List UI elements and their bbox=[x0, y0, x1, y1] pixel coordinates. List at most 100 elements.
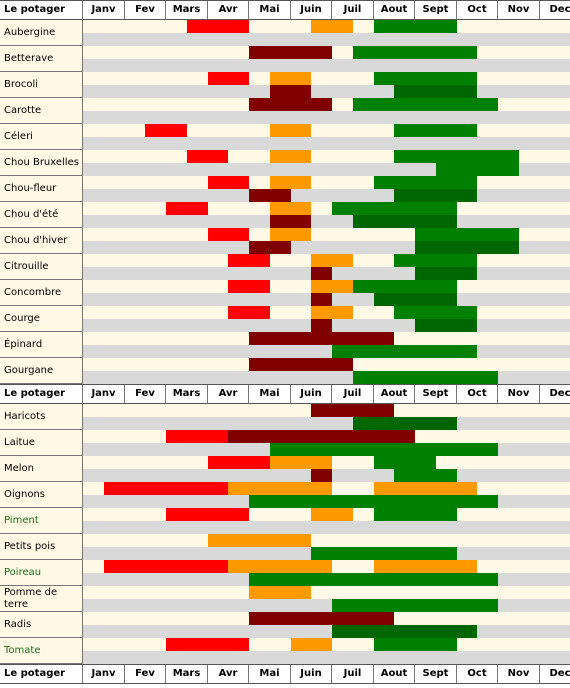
crop-label-haricots: Haricots bbox=[0, 404, 83, 430]
crop-label-poireau: Poireau bbox=[0, 560, 83, 586]
crop-label-tomate: Tomate bbox=[0, 638, 83, 664]
bar-chou-fleur-bottom-0 bbox=[249, 189, 291, 202]
bar-brocoli-bottom-0 bbox=[270, 85, 311, 98]
bar-chou-d-t--top-2 bbox=[332, 202, 457, 215]
crop-label-radis: Radis bbox=[0, 612, 83, 638]
bar-courge-top-0 bbox=[228, 306, 270, 319]
bar-melon-bottom-1 bbox=[394, 469, 457, 482]
bar-pomme-de-terre-bottom-0 bbox=[332, 599, 498, 612]
strip-bottom-chou-fleur bbox=[83, 189, 570, 202]
bar-concombre-bottom-0 bbox=[311, 293, 332, 306]
crop-label-petits-pois: Petits pois bbox=[0, 534, 83, 560]
crop-label-citrouille: Citrouille bbox=[0, 254, 83, 280]
crop-label-chou-d-hiver: Chou d'hiver bbox=[0, 228, 83, 254]
bar-aubergine-top-2 bbox=[374, 20, 457, 33]
header-title: Le potager bbox=[0, 385, 83, 403]
crop-label-chou-d-t-: Chou d'été bbox=[0, 202, 83, 228]
bar-laitue-top-0 bbox=[166, 430, 228, 443]
strip-bottom-c-leri bbox=[83, 137, 570, 150]
crop-label-chou-bruxelles: Chou Bruxelles bbox=[0, 150, 83, 176]
strip-bottom-chou-d-t- bbox=[83, 215, 570, 228]
strip-top-chou-fleur bbox=[83, 176, 570, 189]
crop-label-laitue: Laitue bbox=[0, 430, 83, 456]
month-label-dec: Dec bbox=[540, 1, 570, 19]
bar-citrouille-top-1 bbox=[311, 254, 353, 267]
month-label-aout: Aout bbox=[374, 665, 415, 683]
strip-bottom-haricots bbox=[83, 417, 570, 430]
month-label-nov: Nov bbox=[498, 1, 540, 19]
strip-bottom--pinard bbox=[83, 345, 570, 358]
strip-bottom-radis bbox=[83, 625, 570, 638]
bar--pinard-bottom-0 bbox=[332, 345, 477, 358]
strip-bottom-tomate bbox=[83, 651, 570, 664]
bar-chou-d-hiver-top-0 bbox=[208, 228, 249, 241]
bar-carotte-top-0 bbox=[249, 98, 332, 111]
month-label-juin: Juin bbox=[291, 665, 332, 683]
bar-tomate-top-1 bbox=[291, 638, 332, 651]
month-header-row-0: Le potager Janv Fev Mars Avr Mai Juin Juil Aout S… bbox=[0, 0, 570, 20]
crop-label-pomme-de-terre: Pomme de terre bbox=[0, 586, 83, 612]
bar-tomate-top-2 bbox=[374, 638, 457, 651]
bar-brocoli-bottom-1 bbox=[394, 85, 477, 98]
bar-poireau-top-2 bbox=[374, 560, 477, 573]
month-label-fev: Fev bbox=[125, 665, 166, 683]
bar-piment-top-2 bbox=[374, 508, 457, 521]
crop-label-piment: Piment bbox=[0, 508, 83, 534]
bar-chou-fleur-top-1 bbox=[270, 176, 311, 189]
bar-oignons-bottom-0 bbox=[249, 495, 498, 508]
month-label-juil: Juil bbox=[332, 665, 374, 683]
bar-radis-top-0 bbox=[249, 612, 394, 625]
bar-citrouille-top-2 bbox=[394, 254, 477, 267]
bar-chou-d-hiver-bottom-1 bbox=[415, 241, 519, 254]
bar-radis-bottom-0 bbox=[332, 625, 477, 638]
bar-chou-fleur-top-2 bbox=[374, 176, 477, 189]
bar-melon-top-2 bbox=[374, 456, 436, 469]
bar-chou-bruxelles-top-0 bbox=[187, 150, 228, 163]
crop-label-melon: Melon bbox=[0, 456, 83, 482]
strip-bottom-betterave bbox=[83, 59, 570, 72]
month-label-aout: Aout bbox=[374, 1, 415, 19]
bar-c-leri-top-0 bbox=[145, 124, 187, 137]
bar-courge-bottom-0 bbox=[311, 319, 332, 332]
bar-haricots-bottom-0 bbox=[353, 417, 457, 430]
bar-concombre-bottom-1 bbox=[374, 293, 457, 306]
bar-tomate-top-0 bbox=[166, 638, 249, 651]
bar-chou-fleur-bottom-1 bbox=[394, 189, 477, 202]
bar--pinard-top-0 bbox=[249, 332, 394, 345]
bar-chou-bruxelles-top-1 bbox=[270, 150, 311, 163]
bar-c-leri-top-2 bbox=[394, 124, 477, 137]
bar-courge-top-2 bbox=[394, 306, 477, 319]
month-label-mai: Mai bbox=[249, 1, 291, 19]
month-label-mars: Mars bbox=[166, 665, 208, 683]
bar-concombre-top-0 bbox=[228, 280, 270, 293]
bar-chou-d-hiver-top-2 bbox=[415, 228, 519, 241]
crop-label-carotte: Carotte bbox=[0, 98, 83, 124]
month-label-juil: Juil bbox=[332, 1, 374, 19]
bar-oignons-top-1 bbox=[228, 482, 332, 495]
month-label-mai: Mai bbox=[249, 665, 291, 683]
bar-chou-d-t--top-0 bbox=[166, 202, 208, 215]
bar-chou-d-hiver-top-1 bbox=[270, 228, 311, 241]
crop-label-concombre: Concombre bbox=[0, 280, 83, 306]
strip-top-brocoli bbox=[83, 72, 570, 85]
strip-top-petits-pois bbox=[83, 534, 570, 547]
month-label-oct: Oct bbox=[457, 1, 498, 19]
crop-label-c-leri: Céleri bbox=[0, 124, 83, 150]
month-label-oct: Oct bbox=[457, 385, 498, 403]
bar-courge-bottom-1 bbox=[415, 319, 477, 332]
crop-label--pinard: Épinard bbox=[0, 332, 83, 358]
month-label-janv: Janv bbox=[83, 385, 125, 403]
bar-chou-d-t--bottom-1 bbox=[353, 215, 457, 228]
bar-c-leri-top-1 bbox=[270, 124, 311, 137]
bar-concombre-top-1 bbox=[311, 280, 353, 293]
month-label-avr: Avr bbox=[208, 385, 249, 403]
bar-poireau-top-0 bbox=[104, 560, 228, 573]
strip-bottom-brocoli bbox=[83, 85, 570, 98]
bar-pomme-de-terre-top-0 bbox=[249, 586, 311, 599]
bar-oignons-top-0 bbox=[104, 482, 228, 495]
bar-gourgane-top-0 bbox=[249, 358, 353, 371]
crop-label-gourgane: Gourgane bbox=[0, 358, 83, 384]
strip-bottom-piment bbox=[83, 521, 570, 534]
bar-melon-top-0 bbox=[208, 456, 270, 469]
month-label-janv: Janv bbox=[83, 1, 125, 19]
